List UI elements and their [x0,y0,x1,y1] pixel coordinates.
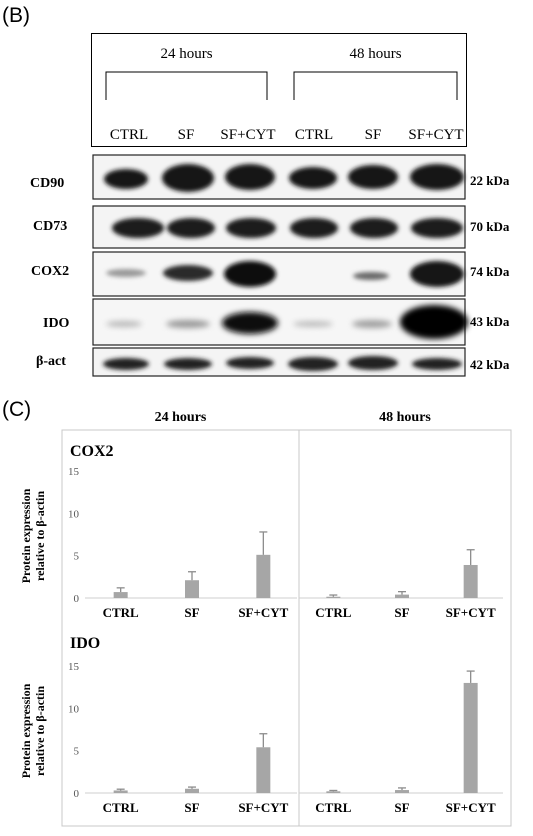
blot-name-cd73: CD73 [33,219,68,234]
x-category-label: CTRL [103,605,139,620]
bar [256,554,271,598]
x-category-label: CTRL [315,800,351,815]
blot-name-cox2: COX2 [31,264,70,279]
y-tick-label: 10 [68,508,80,520]
blot-kda-bact: 42 kDa [470,357,510,372]
bar [463,564,478,598]
group-brackets [105,71,458,100]
x-category-label: SF [394,605,409,620]
blot-ido [92,298,468,346]
bar [326,791,341,793]
blot-kda-ido: 43 kDa [470,314,510,329]
lane-label: SF [364,127,382,143]
blot-name-cd90: CD90 [30,176,65,191]
lane-label: CTRL [109,127,149,143]
x-category-label: CTRL [103,800,139,815]
bar [185,580,199,598]
ylabel-cox2: Protein expression relative to β-actin [19,488,47,583]
ylabel-ido-line2: relative to β-actin [33,686,47,776]
bar [395,790,409,793]
x-category-label: SF+CYT [446,605,496,620]
x-category-label: SF [184,605,199,620]
x-category-label: SF+CYT [238,605,288,620]
blot-kda-cd90: 22 kDa [470,173,510,188]
lane-label-box [91,33,467,147]
y-tick-label: 5 [74,746,80,758]
chart-title-ido: IDO [70,635,100,652]
y-tick-label: 0 [74,593,80,605]
y-tick-label: 15 [68,661,80,673]
chart-frame [61,429,512,827]
ylabel-cox2-line2: relative to β-actin [33,491,47,581]
lane-label: SF [177,127,195,143]
bar [185,788,199,793]
blot-name-bact: β-act [36,354,66,369]
y-tick-label: 10 [68,703,80,715]
bar [395,594,409,598]
x-category-label: SF [394,800,409,815]
ylabel-ido: Protein expression relative to β-actin [19,683,47,778]
blot-name-ido: IDO [43,316,70,331]
x-category-label: SF+CYT [238,800,288,815]
x-category-label: SF [184,800,199,815]
lane-label: SF+CYT [220,127,276,143]
y-tick-label: 5 [74,551,80,563]
panel-c-letter: (C) [2,398,32,421]
lane-label: CTRL [294,127,334,143]
col-header-24h: 24 hours [154,410,207,425]
lane-label: SF+CYT [408,127,464,143]
blot-cd73 [92,205,466,249]
bar [463,682,478,793]
blot-kda-cd73: 70 kDa [470,219,510,234]
ylabel-ido-line1: Protein expression [19,683,33,778]
col-header-48h: 48 hours [379,410,431,425]
blot-kda-cox2: 74 kDa [470,264,510,279]
panel-b-letter: (B) [2,4,30,27]
blot-cox2 [92,251,466,297]
ylabel-cox2-line1: Protein expression [19,488,33,583]
blot-cd90 [92,154,466,200]
group-label-48h: 48 hours [349,46,402,62]
y-tick-label: 0 [74,788,80,800]
x-category-label: SF+CYT [446,800,496,815]
x-category-label: CTRL [315,605,351,620]
y-tick-label: 15 [68,466,80,478]
chart-title-cox2: COX2 [70,443,114,460]
bar [113,592,128,598]
group-label-24h: 24 hours [160,46,213,62]
bar [256,747,271,793]
bar [326,596,341,598]
bar [113,790,128,793]
blot-beta-actin [92,347,466,377]
western-blots [92,154,468,377]
